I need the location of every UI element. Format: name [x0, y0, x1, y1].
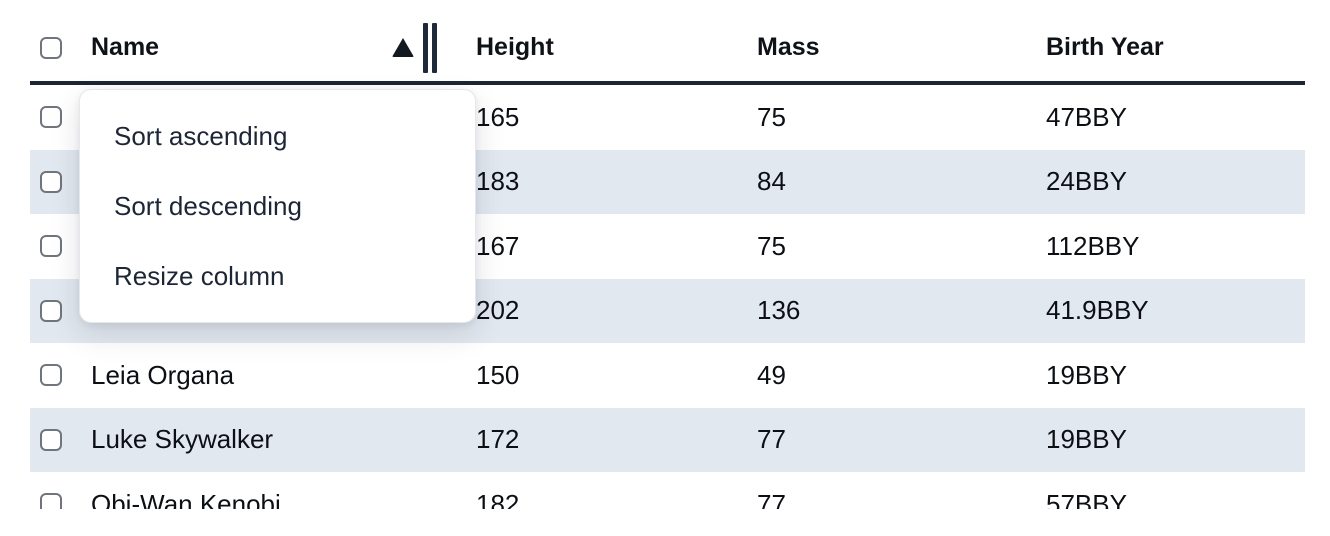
row-checkbox[interactable] [40, 170, 62, 193]
row-checkbox-cell [30, 106, 91, 129]
row-checkbox-cell [30, 428, 91, 451]
cell-mass: 77 [757, 424, 786, 455]
cell-height: 172 [476, 424, 520, 455]
menu-item-sort-ascending[interactable]: Sort ascending [114, 120, 288, 151]
cell-mass: 84 [757, 166, 786, 197]
cell-mass: 136 [757, 295, 801, 326]
table-row: 167 75 112BBY [30, 214, 1305, 279]
column-header-name-label: Name [91, 33, 160, 61]
cell-height: 202 [476, 295, 520, 326]
row-checkbox-cell [30, 170, 91, 193]
row-checkbox[interactable] [40, 493, 62, 509]
column-header-mass[interactable]: Mass [757, 33, 820, 61]
cell-birth-year: 19BBY [1046, 424, 1127, 455]
row-checkbox[interactable] [40, 428, 62, 451]
cell-mass: 75 [757, 101, 786, 132]
row-checkbox[interactable] [40, 364, 62, 387]
row-checkbox[interactable] [40, 299, 62, 322]
table-row: Luke Skywalker 172 77 19BBY [30, 407, 1305, 472]
row-checkbox-cell [30, 364, 91, 387]
cell-height: 150 [476, 359, 520, 390]
cell-birth-year: 19BBY [1046, 359, 1127, 390]
select-all-checkbox[interactable] [40, 36, 62, 59]
cell-mass: 49 [757, 359, 786, 390]
row-checkbox-cell [30, 299, 91, 322]
cell-birth-year: 57BBY [1046, 488, 1127, 509]
cell-height: 167 [476, 230, 520, 261]
header-controls [392, 22, 476, 73]
cell-birth-year: 47BBY [1046, 101, 1127, 132]
column-header-birth-year[interactable]: Birth Year [1046, 33, 1164, 61]
cell-birth-year: 41.9BBY [1046, 295, 1149, 326]
menu-item-resize-column[interactable]: Resize column [114, 260, 285, 291]
column-resize-handle-icon[interactable] [423, 22, 437, 73]
column-header-name[interactable]: Name [91, 0, 476, 81]
table-header-row: Name Height Mass Birth Year [30, 0, 1305, 85]
header-checkbox-cell [30, 0, 91, 81]
cell-height: 183 [476, 166, 520, 197]
table-row: Obi-Wan Kenobi 182 77 57BBY [30, 472, 1305, 509]
cell-name: Leia Organa [91, 359, 235, 390]
cell-birth-year: 112BBY [1046, 230, 1140, 261]
cell-height: 165 [476, 101, 520, 132]
sort-ascending-icon [392, 38, 414, 57]
row-checkbox-cell [30, 235, 91, 258]
cell-height: 182 [476, 488, 520, 509]
cell-mass: 75 [757, 230, 786, 261]
cell-name: Luke Skywalker [91, 424, 274, 455]
cell-mass: 77 [757, 488, 786, 509]
row-checkbox[interactable] [40, 235, 62, 258]
menu-item-sort-descending[interactable]: Sort descending [114, 190, 302, 221]
row-checkbox[interactable] [40, 106, 62, 129]
table-row: 165 75 47BBY [30, 85, 1305, 150]
cell-birth-year: 24BBY [1046, 166, 1127, 197]
cell-name: Obi-Wan Kenobi [91, 488, 281, 509]
column-header-height[interactable]: Height [476, 33, 554, 61]
table-row: Leia Organa 150 49 19BBY [30, 343, 1305, 408]
row-checkbox-cell [30, 493, 91, 509]
column-context-menu: Sort ascending Sort descending Resize co… [79, 89, 476, 323]
